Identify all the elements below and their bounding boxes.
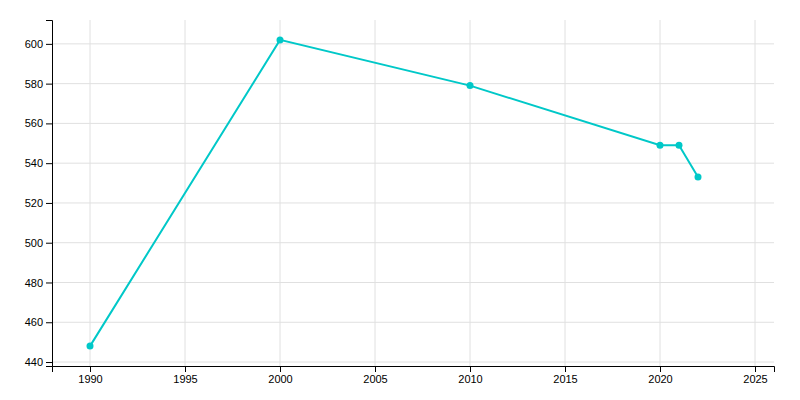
tick-label: 2020 [648,373,672,385]
tick: 2020 [648,366,672,385]
tick: 600 [25,38,52,50]
grid-line [375,20,376,366]
axis-line [46,21,53,367]
tick-label: 560 [25,117,43,129]
tick-mark [46,44,52,45]
tick-label: 1995 [173,373,197,385]
line [90,40,698,346]
grid-line [52,322,774,323]
tick-label: 2005 [363,373,387,385]
grid [52,20,774,366]
grid-line [565,20,566,366]
point [695,174,702,181]
x-axis: 1990 1995 2000 2005 2010 2015 2020 2025 [53,366,775,385]
tick: 480 [25,277,52,289]
tick: 2005 [363,366,387,385]
axis-line [53,367,775,373]
tick: 540 [25,157,52,169]
point [657,142,664,149]
grid-line [470,20,471,366]
tick-mark [375,366,376,372]
grid-line [280,20,281,366]
tick-mark [280,366,281,372]
point [87,343,94,350]
tick-mark [46,322,52,323]
tick-mark [565,366,566,372]
tick: 1990 [78,366,102,385]
tick-mark [46,84,52,85]
tick-label: 540 [25,157,43,169]
plot: 1990 1995 2000 2005 2010 2015 2020 2025 440 460 48… [25,20,775,385]
tick: 520 [25,197,52,209]
tick-label: 2025 [743,373,767,385]
tick-mark [755,366,756,372]
tick: 1995 [173,366,197,385]
tick-label: 2015 [553,373,577,385]
tick-mark [90,366,91,372]
tick-label: 2010 [458,373,482,385]
grid-line [52,43,774,44]
grid-line [755,20,756,366]
tick-label: 520 [25,197,43,209]
tick: 2015 [553,366,577,385]
tick-label: 500 [25,237,43,249]
tick-mark [46,123,52,124]
tick-mark [46,163,52,164]
grid-line [52,202,774,203]
tick-label: 600 [25,38,43,50]
tick-mark [46,203,52,204]
tick: 500 [25,237,52,249]
grid-line [52,83,774,84]
point [467,82,474,89]
tick: 440 [25,356,52,368]
tick-mark [660,366,661,372]
marks [87,36,702,349]
grid-line [52,362,774,363]
tick-mark [185,366,186,372]
grid-line [52,242,774,243]
tick-mark [470,366,471,372]
tick: 2025 [743,366,767,385]
grid-line [660,20,661,366]
grid-line [52,123,774,124]
grid-line [52,282,774,283]
tick-label: 1990 [78,373,102,385]
tick: 2000 [268,366,292,385]
tick-label: 2000 [268,373,292,385]
chart: 1990 1995 2000 2005 2010 2015 2020 2025 440 460 48… [0,0,800,400]
tick: 580 [25,78,52,90]
tick-mark [46,282,52,283]
tick-label: 480 [25,277,43,289]
y-axis: 440 460 480 500 520 540 560 580 600 [25,21,53,369]
tick: 460 [25,316,52,328]
point [676,142,683,149]
tick: 560 [25,117,52,129]
tick: 2010 [458,366,482,385]
point [277,36,284,43]
grid-line [52,163,774,164]
tick-label: 440 [25,356,43,368]
tick-mark [46,362,52,363]
tick-label: 580 [25,78,43,90]
tick-mark [46,243,52,244]
tick-label: 460 [25,316,43,328]
grid-line [90,20,91,366]
